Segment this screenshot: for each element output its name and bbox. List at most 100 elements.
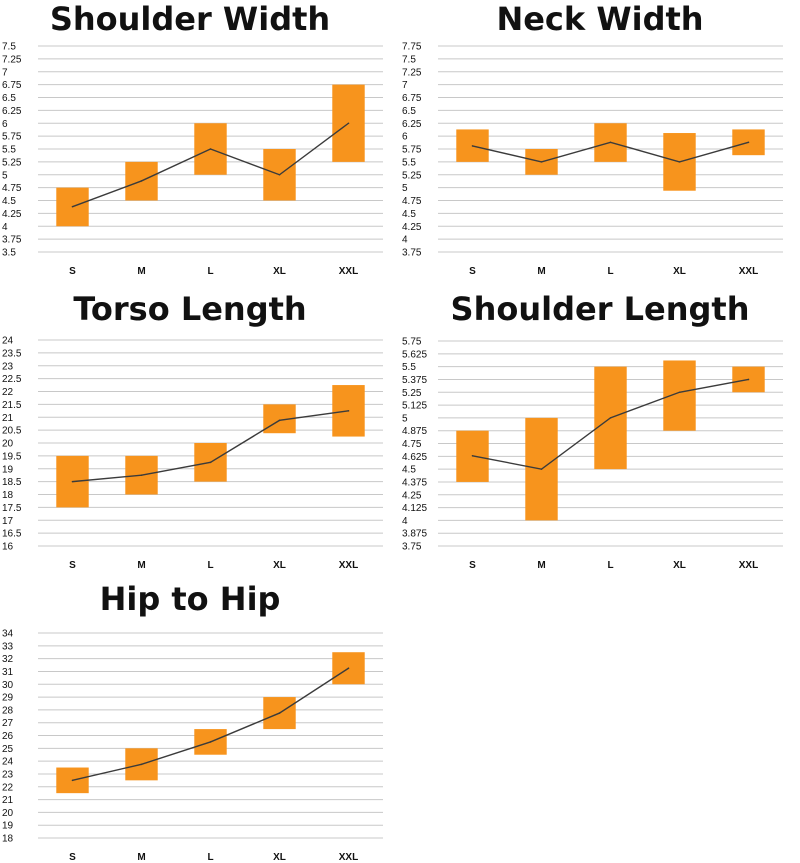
y-tick-label: 4.375 bbox=[402, 477, 427, 488]
chart-title: Torso Length bbox=[73, 290, 307, 328]
y-tick-label: 3.5 bbox=[2, 248, 16, 259]
line-point bbox=[140, 474, 143, 476]
line-point bbox=[140, 763, 143, 766]
line-point bbox=[278, 419, 281, 422]
y-tick-label: 31 bbox=[2, 667, 14, 678]
y-tick-label: 20 bbox=[2, 808, 14, 819]
y-tick-label: 20 bbox=[2, 439, 14, 450]
y-tick-label: 4.75 bbox=[402, 439, 422, 450]
y-tick-label: 29 bbox=[2, 693, 14, 704]
x-tick-label: XL bbox=[673, 266, 686, 277]
y-tick-label: 6.75 bbox=[2, 80, 22, 91]
y-tick-label: 19.5 bbox=[2, 451, 22, 462]
chart-hip-to-hip: Hip to Hip 18 19 20 21 22 23 24 25 26 27 28 29 30 31 3… bbox=[0, 580, 400, 863]
y-tick-label: 23 bbox=[2, 361, 14, 372]
x-tick-label: S bbox=[69, 266, 76, 277]
y-tick-label: 19 bbox=[2, 821, 14, 832]
line-point bbox=[278, 173, 281, 176]
x-tick-label: XXL bbox=[739, 560, 758, 571]
x-tick-label: L bbox=[207, 852, 213, 863]
chart-shoulder-width: Shoulder Width 3.5 3.75 4 4.25 4.5 4.75 5 5.25 5… bbox=[0, 0, 400, 290]
line-point bbox=[678, 391, 681, 394]
line-point bbox=[540, 468, 543, 470]
y-tick-label: 17.5 bbox=[2, 503, 22, 514]
y-tick-label: 32 bbox=[2, 654, 14, 665]
line-point bbox=[278, 712, 281, 714]
y-tick-label: 7 bbox=[402, 80, 408, 91]
y-tick-label: 16 bbox=[2, 542, 14, 553]
series-line bbox=[72, 667, 349, 782]
y-tick-label: 4 bbox=[402, 235, 408, 246]
y-tick-label: 22 bbox=[2, 782, 14, 793]
y-tick-label: 4.75 bbox=[2, 183, 22, 194]
y-tick-label: 18 bbox=[2, 490, 14, 501]
y-tick-label: 4.125 bbox=[402, 503, 427, 514]
y-tick-label: 23 bbox=[2, 769, 14, 780]
y-tick-label: 5 bbox=[402, 183, 408, 194]
x-tick-label: XL bbox=[273, 266, 286, 277]
y-tick-label: 5.75 bbox=[402, 337, 422, 348]
y-tick-label: 27 bbox=[2, 718, 14, 729]
line-point bbox=[209, 461, 212, 464]
line-point bbox=[471, 455, 474, 457]
y-tick-label: 22.5 bbox=[2, 374, 22, 385]
x-tick-label: XXL bbox=[339, 266, 358, 277]
y-tick-label: 21 bbox=[2, 795, 14, 806]
line-point bbox=[678, 161, 681, 163]
line-point bbox=[140, 180, 143, 182]
y-tick-label: 4.875 bbox=[402, 426, 427, 437]
y-tick-label: 3.75 bbox=[402, 542, 422, 553]
y-tick-label: 18.5 bbox=[2, 477, 22, 488]
y-tick-label: 4.625 bbox=[402, 452, 427, 463]
y-tick-label: 5.75 bbox=[2, 132, 22, 143]
line-point bbox=[347, 122, 350, 125]
chart-title: Shoulder Length bbox=[450, 290, 750, 328]
y-tick-label: 4.5 bbox=[402, 209, 416, 220]
y-tick-label: 4.75 bbox=[402, 196, 422, 207]
y-tick-label: 5 bbox=[402, 413, 408, 424]
chart-title: Shoulder Width bbox=[49, 0, 331, 38]
y-tick-label: 4 bbox=[402, 516, 408, 527]
chart-title: Neck Width bbox=[496, 0, 704, 38]
y-tick-label: 4.25 bbox=[2, 209, 22, 220]
y-tick-label: 26 bbox=[2, 731, 14, 742]
line-point bbox=[209, 741, 212, 743]
y-tick-label: 5.5 bbox=[402, 157, 416, 168]
y-tick-label: 19 bbox=[2, 464, 14, 475]
x-tick-label: S bbox=[69, 560, 76, 571]
line-point bbox=[540, 161, 543, 163]
y-tick-label: 7.75 bbox=[402, 42, 422, 53]
x-tick-label: XL bbox=[273, 852, 286, 863]
y-tick-label: 6 bbox=[402, 132, 408, 143]
line-point bbox=[347, 410, 350, 412]
chart-shoulder-length: Shoulder Length 3.75 3.875 4 4.125 4.25 4.375… bbox=[400, 290, 800, 580]
chart-plot: 16 16.5 17 17.5 18 18.5 19 19.520 20.5 21 21.5 22 22… bbox=[2, 336, 383, 571]
y-tick-label: 6 bbox=[2, 119, 8, 130]
y-tick-label: 5.5 bbox=[402, 362, 416, 373]
x-tick-label: L bbox=[207, 266, 213, 277]
y-tick-label: 34 bbox=[2, 629, 14, 640]
chart-plot: 3.5 3.75 4 4.25 4.5 4.75 5 5.255.5 5.75 6 6.25 6.5 6… bbox=[2, 42, 383, 277]
y-tick-label: 4.25 bbox=[402, 222, 422, 233]
x-tick-label: S bbox=[469, 266, 476, 277]
y-tick-label: 4.5 bbox=[402, 465, 416, 476]
y-tick-label: 5.75 bbox=[402, 145, 422, 156]
y-tick-label: 4 bbox=[2, 222, 8, 233]
y-tick-label: 3.75 bbox=[402, 248, 422, 259]
y-tick-label: 6.5 bbox=[2, 93, 16, 104]
y-tick-label: 21.5 bbox=[2, 400, 22, 411]
x-tick-label: M bbox=[137, 852, 145, 863]
y-tick-label: 5.625 bbox=[402, 349, 427, 360]
y-tick-label: 6.5 bbox=[402, 106, 416, 117]
x-tick-label: M bbox=[137, 560, 145, 571]
y-tick-label: 24 bbox=[2, 336, 14, 347]
y-tick-label: 4.5 bbox=[2, 196, 16, 207]
y-tick-label: 7.5 bbox=[402, 54, 416, 65]
line-point bbox=[209, 148, 212, 150]
chart-title: Hip to Hip bbox=[99, 580, 281, 618]
y-tick-label: 5.25 bbox=[402, 388, 422, 399]
line-point bbox=[347, 667, 350, 670]
y-tick-label: 16.5 bbox=[2, 529, 22, 540]
